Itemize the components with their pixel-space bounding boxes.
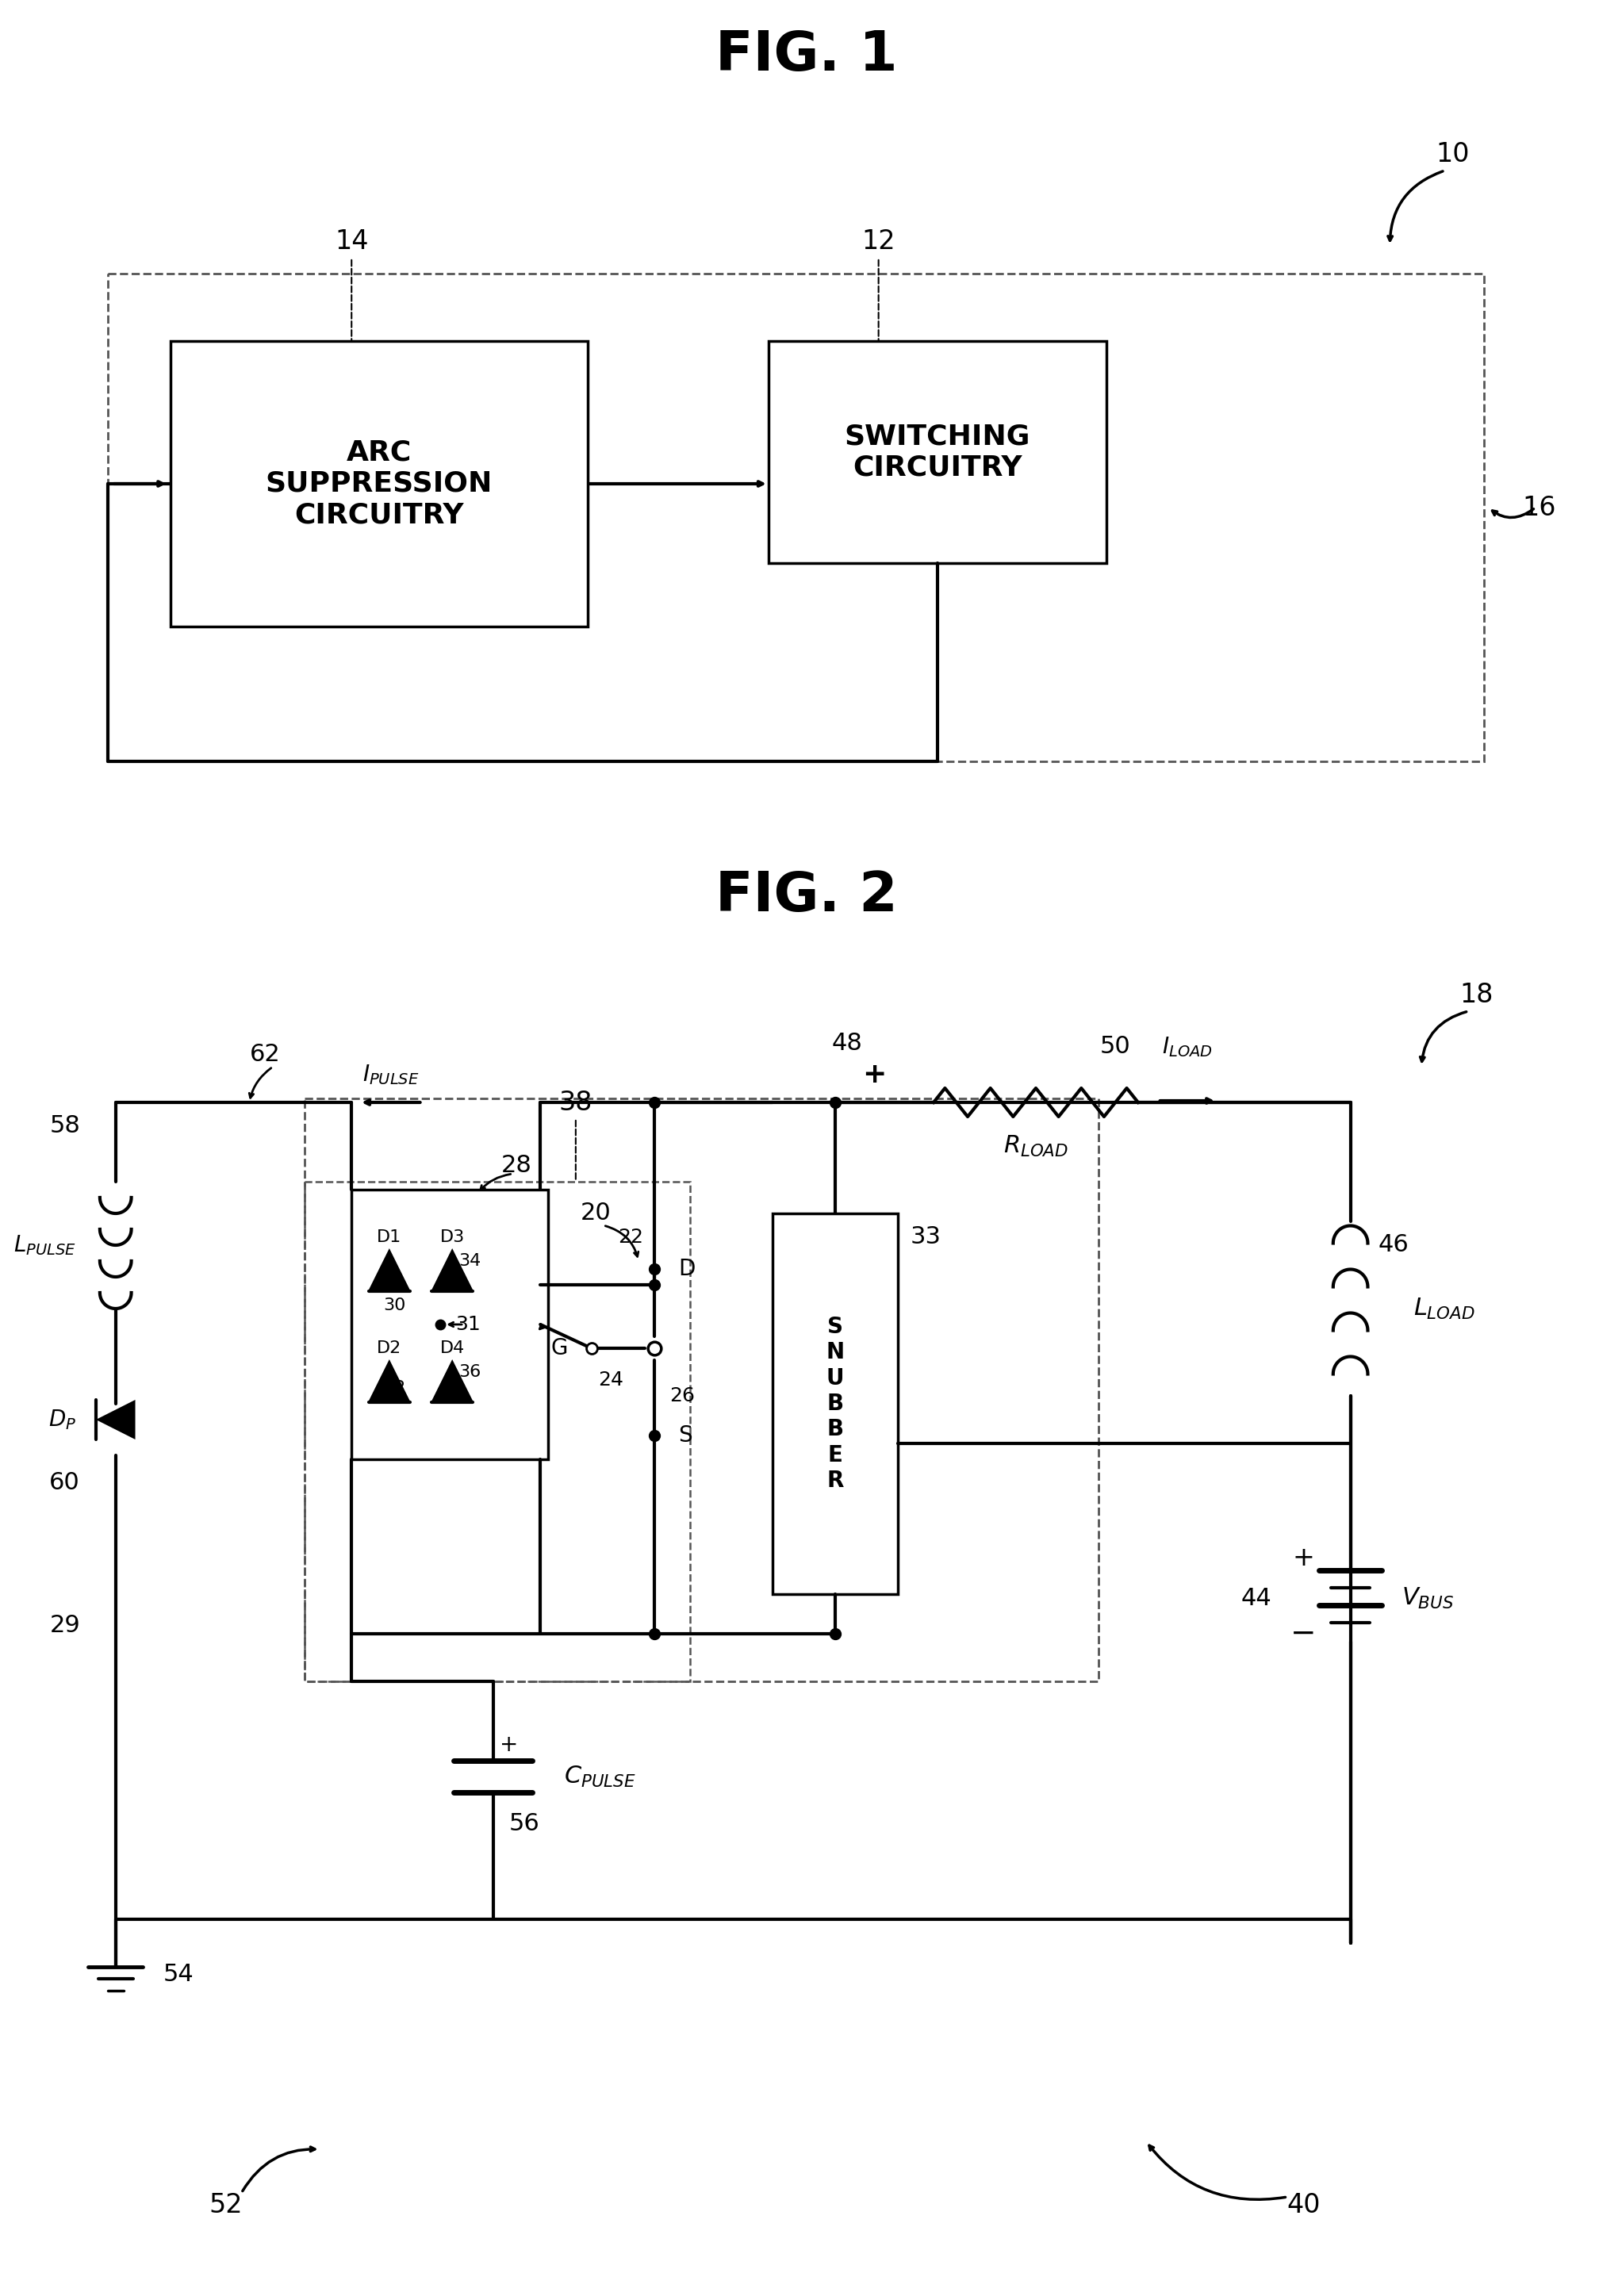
Bar: [352, 1189, 548, 1460]
Text: 14: 14: [334, 230, 368, 255]
Text: 50: 50: [1100, 1035, 1130, 1058]
Polygon shape: [369, 1359, 409, 1401]
Polygon shape: [96, 1401, 136, 1440]
Text: 60: 60: [50, 1472, 80, 1495]
Text: 32: 32: [384, 1380, 406, 1396]
Bar: [304, 1097, 1099, 1681]
Polygon shape: [432, 1249, 473, 1290]
Text: G: G: [552, 1336, 568, 1359]
Text: ARC
SUPPRESSION
CIRCUITRY: ARC SUPPRESSION CIRCUITRY: [265, 439, 492, 528]
Text: +: +: [499, 1733, 518, 1756]
Text: 44: 44: [1241, 1587, 1271, 1609]
Text: 24: 24: [598, 1371, 624, 1389]
Text: 12: 12: [862, 230, 895, 255]
Polygon shape: [432, 1359, 473, 1401]
Polygon shape: [369, 1249, 409, 1290]
Text: $V_{BUS}$: $V_{BUS}$: [1402, 1587, 1453, 1609]
Text: −: −: [1290, 1619, 1316, 1649]
Text: 54: 54: [163, 1963, 193, 1986]
Text: $L_{PULSE}$: $L_{PULSE}$: [14, 1233, 77, 1256]
Text: D: D: [678, 1258, 696, 1281]
Text: 20: 20: [580, 1201, 611, 1226]
Text: 62: 62: [249, 1042, 280, 1065]
Text: D2: D2: [377, 1341, 401, 1357]
Text: FIG. 1: FIG. 1: [715, 30, 897, 83]
Text: 18: 18: [1460, 983, 1493, 1008]
Text: 16: 16: [1522, 494, 1556, 521]
Text: $D_P$: $D_P$: [48, 1407, 77, 1430]
Text: +: +: [1292, 1545, 1314, 1570]
Text: 48: 48: [831, 1031, 862, 1054]
Text: 28: 28: [502, 1155, 532, 1178]
Text: SWITCHING
CIRCUITRY: SWITCHING CIRCUITRY: [844, 422, 1030, 482]
Text: 38: 38: [560, 1088, 593, 1116]
Text: 58: 58: [50, 1114, 80, 1139]
Text: 26: 26: [670, 1387, 694, 1405]
Text: 10: 10: [1436, 142, 1469, 168]
Text: S: S: [678, 1424, 692, 1446]
Text: 40: 40: [1287, 2193, 1321, 2218]
Text: $I_{PULSE}$: $I_{PULSE}$: [363, 1063, 419, 1086]
Text: $I_{LOAD}$: $I_{LOAD}$: [1162, 1035, 1212, 1058]
Text: D4: D4: [440, 1341, 465, 1357]
Text: 33: 33: [910, 1226, 940, 1249]
Text: 46: 46: [1378, 1233, 1409, 1256]
Text: D3: D3: [440, 1228, 465, 1244]
Text: $C_{PULSE}$: $C_{PULSE}$: [564, 1763, 636, 1789]
Text: S
N
U
B
B
E
R: S N U B B E R: [827, 1316, 844, 1492]
Text: 29: 29: [50, 1614, 80, 1637]
Bar: [772, 1212, 899, 1593]
Text: FIG. 2: FIG. 2: [715, 870, 897, 923]
Text: $L_{LOAD}$: $L_{LOAD}$: [1414, 1297, 1474, 1320]
Text: 31: 31: [456, 1316, 481, 1334]
Text: +: +: [862, 1061, 887, 1088]
Bar: [171, 342, 587, 627]
Bar: [769, 342, 1107, 563]
Text: 36: 36: [459, 1364, 481, 1380]
Text: D1: D1: [377, 1228, 401, 1244]
Text: 22: 22: [619, 1228, 643, 1247]
Text: $R_{LOAD}$: $R_{LOAD}$: [1003, 1134, 1068, 1159]
Text: 52: 52: [209, 2193, 243, 2218]
Bar: [107, 273, 1484, 762]
Bar: [304, 1182, 689, 1681]
Text: 56: 56: [508, 1812, 540, 1835]
Text: 34: 34: [459, 1254, 481, 1270]
Text: 30: 30: [384, 1297, 406, 1313]
